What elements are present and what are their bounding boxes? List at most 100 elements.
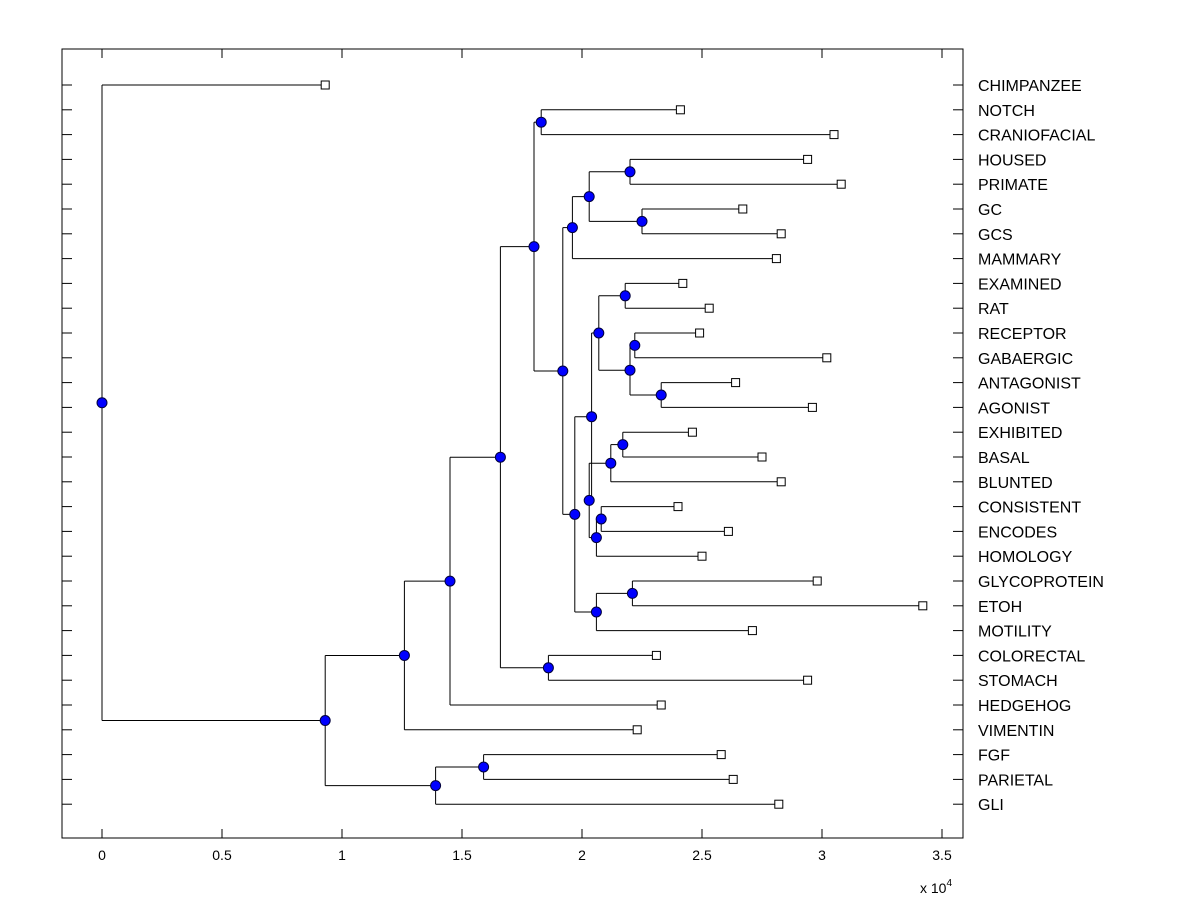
cluster-node xyxy=(636,215,648,227)
cluster-node xyxy=(619,290,631,302)
leaf-marker xyxy=(632,725,642,735)
cluster-node xyxy=(593,327,605,339)
cluster-node xyxy=(398,649,410,661)
cluster-node xyxy=(624,166,636,178)
leaf-label: MAMMARY xyxy=(978,252,1062,269)
leaf-marker xyxy=(776,229,786,239)
leaf-marker xyxy=(918,601,928,611)
x-tick-labels: 0 0.5 1 1.5 2 2.5 3 3.5 xyxy=(98,847,952,863)
leaf-label: EXAMINED xyxy=(978,276,1062,293)
leaf-marker xyxy=(807,402,817,412)
leaf-marker xyxy=(774,799,784,809)
cluster-node xyxy=(535,116,547,128)
leaf-marker xyxy=(812,576,822,586)
leaf-marker xyxy=(656,700,666,710)
leaf-label: BASAL xyxy=(978,450,1030,467)
cluster-node xyxy=(566,222,578,234)
leaf-label: PRIMATE xyxy=(978,177,1048,194)
leaf-marker xyxy=(673,502,683,512)
leaf-label: FGF xyxy=(978,748,1010,765)
leaf-marker xyxy=(738,204,748,214)
leaf-marker xyxy=(704,303,714,313)
leaf-label: GLYCOPROTEIN xyxy=(978,574,1104,591)
leaf-label: ENCODES xyxy=(978,524,1057,541)
leaf-marker xyxy=(771,254,781,264)
cluster-node xyxy=(655,389,667,401)
cluster-node xyxy=(583,494,595,506)
leaf-label: STOMACH xyxy=(978,673,1058,690)
leaf-label: GC xyxy=(978,202,1002,219)
cluster-node xyxy=(624,364,636,376)
cluster-node xyxy=(528,241,540,253)
leaf-labels: CHIMPANZEE NOTCH CRANIOFACIAL HOUSED PRIMATE… xyxy=(978,78,1104,814)
leaf-marker xyxy=(697,551,707,561)
cluster-node xyxy=(583,191,595,203)
internal-nodes xyxy=(96,116,667,792)
cluster-node xyxy=(605,457,617,469)
dendrogram-branches xyxy=(101,84,923,805)
x-tick-label: 2 xyxy=(578,847,586,863)
leaf-marker xyxy=(687,427,697,437)
leaf-marker xyxy=(723,526,733,536)
leaf-label: ETOH xyxy=(978,599,1022,616)
cluster-node xyxy=(617,439,629,451)
leaf-label: HOUSED xyxy=(978,152,1046,169)
cluster-node xyxy=(96,397,108,409)
cluster-node xyxy=(478,761,490,773)
cluster-node xyxy=(569,508,581,520)
leaf-label: GABAERGIC xyxy=(978,351,1073,368)
cluster-node xyxy=(629,339,641,351)
leaf-marker xyxy=(651,650,661,660)
leaf-label: BLUNTED xyxy=(978,475,1053,492)
leaf-label: MOTILITY xyxy=(978,624,1052,641)
leaf-marker xyxy=(822,353,832,363)
leaf-label: HOMOLOGY xyxy=(978,549,1073,566)
leaf-marker xyxy=(695,328,705,338)
cluster-node xyxy=(430,780,442,792)
leaf-label: EXHIBITED xyxy=(978,425,1062,442)
leaf-label: VIMENTIN xyxy=(978,723,1054,740)
leaf-marker xyxy=(829,130,839,140)
cluster-node xyxy=(626,587,638,599)
x-axis-ticks xyxy=(101,49,943,838)
leaf-marker xyxy=(716,750,726,760)
leaf-marker xyxy=(320,80,330,90)
y-axis-ticks xyxy=(62,84,963,805)
cluster-node xyxy=(595,513,607,525)
leaf-label: ANTAGONIST xyxy=(978,376,1081,393)
leaf-marker xyxy=(747,626,757,636)
x-tick-label: 3.5 xyxy=(932,847,952,863)
leaf-marker xyxy=(803,154,813,164)
cluster-node xyxy=(319,715,331,727)
leaf-label: GCS xyxy=(978,227,1013,244)
leaf-marker xyxy=(776,477,786,487)
cluster-node xyxy=(590,606,602,618)
cluster-node xyxy=(542,662,554,674)
leaf-marker xyxy=(757,452,767,462)
leaf-label: RECEPTOR xyxy=(978,326,1067,343)
leaf-markers xyxy=(320,80,928,809)
leaf-marker xyxy=(678,278,688,288)
leaf-label: RAT xyxy=(978,301,1009,318)
x-tick-label: 0 xyxy=(98,847,106,863)
cluster-node xyxy=(494,451,506,463)
leaf-marker xyxy=(731,378,741,388)
leaf-label: COLORECTAL xyxy=(978,648,1085,665)
cluster-node xyxy=(557,365,569,377)
x-tick-label: 1.5 xyxy=(452,847,472,863)
x-tick-label: 0.5 xyxy=(212,847,232,863)
leaf-label: CONSISTENT xyxy=(978,500,1081,517)
x-tick-label: 2.5 xyxy=(692,847,712,863)
leaf-marker xyxy=(728,774,738,784)
leaf-label: NOTCH xyxy=(978,103,1035,120)
plot-area-frame xyxy=(61,48,964,839)
cluster-node xyxy=(444,575,456,587)
leaf-marker xyxy=(836,179,846,189)
x-tick-label: 3 xyxy=(818,847,826,863)
cluster-node xyxy=(586,411,598,423)
leaf-marker xyxy=(803,675,813,685)
leaf-label: GLI xyxy=(978,797,1004,814)
leaf-marker xyxy=(675,105,685,115)
leaf-label: CRANIOFACIAL xyxy=(978,128,1095,145)
